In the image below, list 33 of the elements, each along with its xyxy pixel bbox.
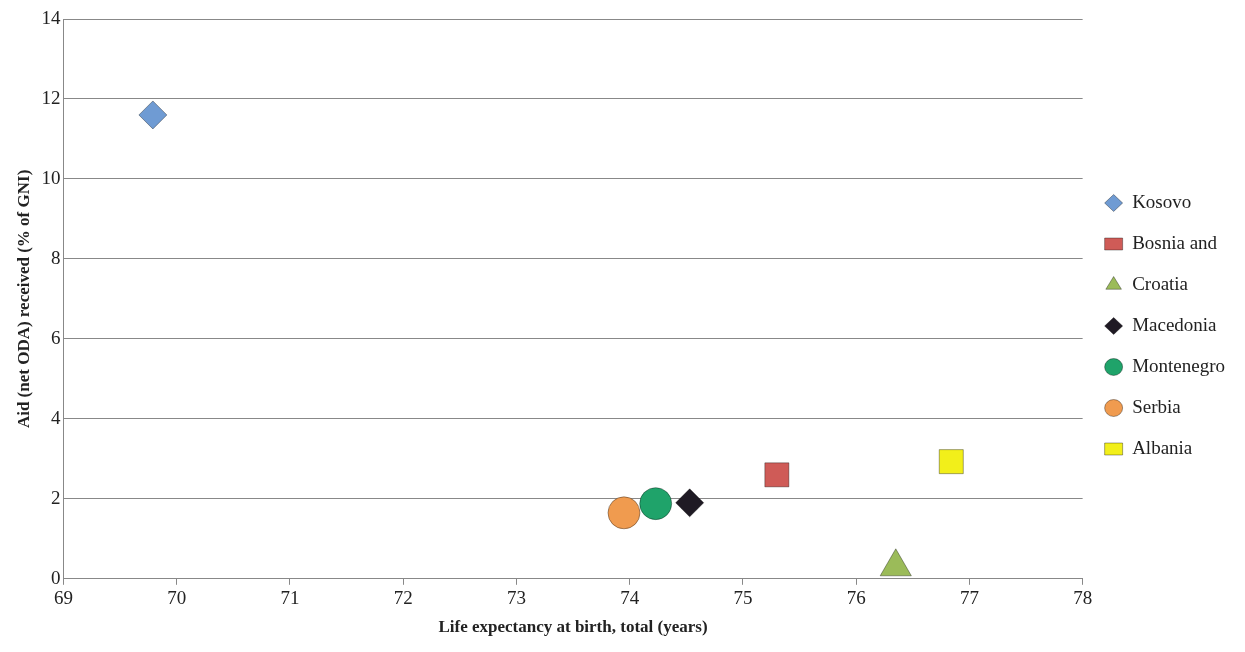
point	[607, 496, 641, 530]
point	[639, 487, 673, 521]
x-tick-label: 76	[846, 587, 866, 609]
point	[138, 100, 168, 130]
y-tick-label: 2	[50, 486, 61, 508]
y-tick-label: 12	[41, 86, 61, 108]
legend-label: Bosnia and	[1132, 231, 1218, 253]
x-tick-label: 72	[393, 587, 413, 609]
legend-label: Serbia	[1132, 395, 1182, 417]
y-tick-label: 10	[41, 166, 61, 188]
legend-label: Kosovo	[1132, 190, 1192, 212]
y-tick-label: 0	[50, 566, 61, 588]
x-tick-label: 71	[280, 587, 300, 609]
y-tick-label: 14	[41, 6, 61, 28]
y-axis-title: Aid (net ODA) received (% of GNI)	[13, 169, 33, 429]
y-tick-label: 8	[50, 246, 61, 268]
x-tick-label: 70	[167, 587, 187, 609]
y-tick-label: 6	[50, 326, 61, 348]
x-tick-label: 74	[620, 587, 640, 609]
legend-label: Montenegro	[1132, 354, 1226, 376]
x-tick-label: 73	[506, 587, 526, 609]
legend-label: Albania	[1132, 436, 1193, 458]
legend-label: Croatia	[1132, 272, 1189, 294]
x-tick-label: 77	[959, 587, 979, 609]
x-tick-label: 69	[53, 587, 73, 609]
y-tick-label: 4	[50, 406, 61, 428]
point	[675, 488, 705, 518]
x-axis-title: Life expectancy at birth, total (years)	[438, 617, 708, 637]
point	[938, 449, 964, 475]
point	[764, 462, 790, 488]
legend-label: Macedonia	[1132, 313, 1218, 335]
x-tick-label: 78	[1073, 587, 1093, 609]
x-tick-label: 75	[733, 587, 753, 609]
